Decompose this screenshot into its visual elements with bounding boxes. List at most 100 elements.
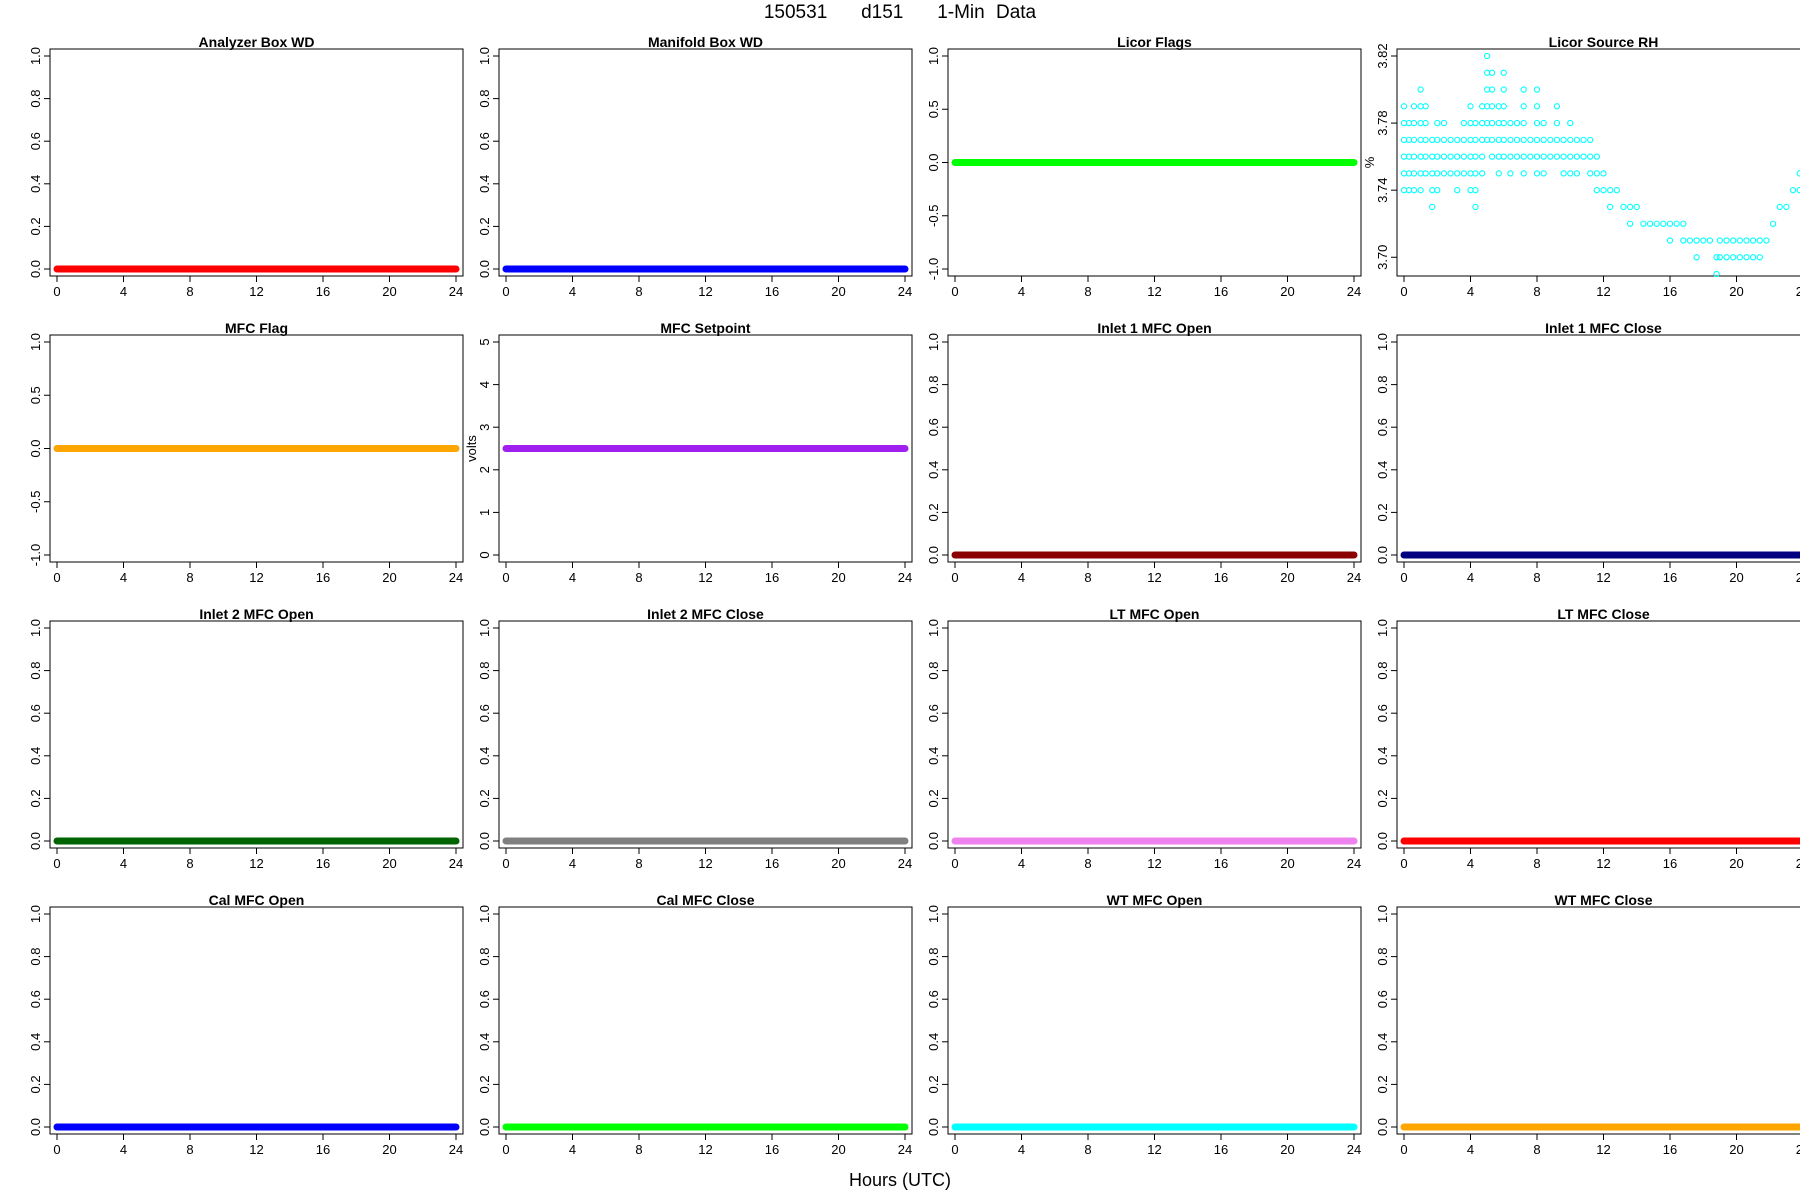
y-tick-label: 0.2 xyxy=(28,789,43,807)
y-tick-label: 1.0 xyxy=(1375,905,1390,923)
x-tick-label: 24 xyxy=(1347,570,1361,585)
y-tick-label: 3.78 xyxy=(1375,110,1390,135)
y-tick-label: 0.8 xyxy=(28,662,43,680)
y-tick-label: 0.8 xyxy=(477,90,492,108)
x-tick-label: 24 xyxy=(449,570,463,585)
x-tick-label: 4 xyxy=(569,1142,576,1157)
data-point xyxy=(1507,119,1514,127)
y-tick-label: 0.0 xyxy=(1375,546,1390,564)
y-tick-label: 0.4 xyxy=(926,461,941,479)
plot-frame xyxy=(49,620,464,849)
data-point xyxy=(1680,237,1687,244)
data-point xyxy=(1478,153,1486,160)
data-point xyxy=(1520,153,1527,160)
data-point xyxy=(1460,119,1467,127)
data-point xyxy=(1520,136,1527,144)
data-point xyxy=(1553,103,1561,110)
data-point xyxy=(1533,86,1541,93)
y-tick-label: 0 xyxy=(477,551,492,558)
x-tick-label: 12 xyxy=(249,284,263,299)
x-tick-label: 16 xyxy=(1663,570,1677,585)
data-point xyxy=(1440,119,1448,127)
y-tick-label: 1.0 xyxy=(28,905,43,923)
data-point xyxy=(1417,103,1424,110)
x-tick-label: 12 xyxy=(698,1142,712,1157)
data-point xyxy=(1613,187,1620,194)
data-point xyxy=(1749,237,1757,244)
y-tick-label: 0.8 xyxy=(1375,948,1390,966)
chart-panel-10: LT MFC Open 0.0 0.2 0.4 0.6 0.8 1.0 0 4 8 12 16 20 24 xyxy=(926,606,1362,871)
data-point xyxy=(1513,119,1521,127)
data-point xyxy=(1440,170,1448,177)
data-point xyxy=(1434,153,1441,160)
data-point xyxy=(1410,187,1418,194)
x-tick-label: 0 xyxy=(1400,570,1407,585)
data-point xyxy=(1400,153,1408,160)
y-tick-label: 0.0 xyxy=(477,1118,492,1136)
data-point xyxy=(1478,170,1486,177)
x-tick-label: 8 xyxy=(635,1142,642,1157)
y-tick-label: 0.6 xyxy=(926,990,941,1008)
x-tick-label: 4 xyxy=(120,1142,127,1157)
data-point xyxy=(1513,153,1521,160)
data-point xyxy=(1520,86,1527,93)
data-point xyxy=(1540,170,1547,177)
y-tick-label: 0.4 xyxy=(477,1033,492,1051)
x-tick-label: 4 xyxy=(120,856,127,871)
data-point xyxy=(1410,103,1418,110)
data-point xyxy=(1660,220,1667,227)
x-tick-label: 24 xyxy=(898,1142,912,1157)
chart-panel-7: Inlet 1 MFC Close 0.0 0.2 0.4 0.6 0.8 1.0 0 4 8 12… xyxy=(1375,320,1800,585)
data-point xyxy=(1736,237,1743,244)
data-point xyxy=(1646,220,1654,227)
data-point xyxy=(1626,203,1634,211)
data-point xyxy=(1422,170,1429,177)
data-point xyxy=(1429,187,1436,194)
x-tick-label: 4 xyxy=(569,570,576,585)
x-tick-label: 24 xyxy=(1347,856,1361,871)
y-tick-label: 0.0 xyxy=(28,832,43,850)
plot-frame xyxy=(498,620,913,849)
y-tick-label: 0.8 xyxy=(477,948,492,966)
panel-title: Inlet 1 MFC Open xyxy=(1097,320,1211,336)
data-point xyxy=(1769,220,1777,227)
data-point xyxy=(1776,203,1783,211)
data-point xyxy=(1447,170,1454,177)
data-point xyxy=(1417,86,1424,93)
data-point xyxy=(1400,170,1408,177)
data-point xyxy=(1417,153,1424,160)
data-point xyxy=(1495,119,1502,127)
y-tick-label: 0.4 xyxy=(477,747,492,765)
chart-panel-12: Cal MFC Open 0.0 0.2 0.4 0.6 0.8 1.0 0 4 8 12 16 20 2… xyxy=(28,892,464,1157)
x-tick-label: 20 xyxy=(382,284,396,299)
data-point xyxy=(1500,103,1507,110)
x-tick-label: 16 xyxy=(765,284,779,299)
data-point xyxy=(1783,203,1790,211)
panel-title: Licor Source RH xyxy=(1549,34,1659,50)
data-point xyxy=(1653,220,1660,227)
data-point xyxy=(1472,119,1479,127)
x-tick-label: 8 xyxy=(1533,856,1540,871)
chart-panel-3: Licor Source RH 3.70 3.74 3.78 3.82 0 4 8 12 16 20… xyxy=(1362,34,1800,299)
data-point xyxy=(1756,237,1763,244)
chart-panel-15: WT MFC Close 0.0 0.2 0.4 0.6 0.8 1.0 0 4 8 12 16 20 2… xyxy=(1375,892,1800,1157)
data-point xyxy=(1580,153,1587,160)
x-tick-label: 12 xyxy=(1596,284,1610,299)
data-point xyxy=(1467,119,1474,127)
data-point xyxy=(1600,170,1607,177)
x-tick-label: 8 xyxy=(1084,284,1091,299)
data-point xyxy=(1513,136,1521,144)
x-tick-label: 12 xyxy=(249,856,263,871)
x-tick-label: 20 xyxy=(831,856,845,871)
chart-panel-4: MFC Flag -1.0 -0.5 0.0 0.5 1.0 0 4 8 12 16 20 24 xyxy=(28,320,464,585)
data-point xyxy=(1434,119,1441,127)
y-tick-label: 1.0 xyxy=(477,905,492,923)
panel-title: Inlet 2 MFC Close xyxy=(647,606,764,622)
data-point xyxy=(1429,153,1436,160)
x-tick-label: 4 xyxy=(1018,284,1025,299)
x-tick-label: 24 xyxy=(1347,284,1361,299)
y-tick-label: 0.0 xyxy=(1375,832,1390,850)
x-tick-label: 0 xyxy=(53,856,60,871)
data-point xyxy=(1410,153,1418,160)
data-point xyxy=(1573,170,1581,177)
